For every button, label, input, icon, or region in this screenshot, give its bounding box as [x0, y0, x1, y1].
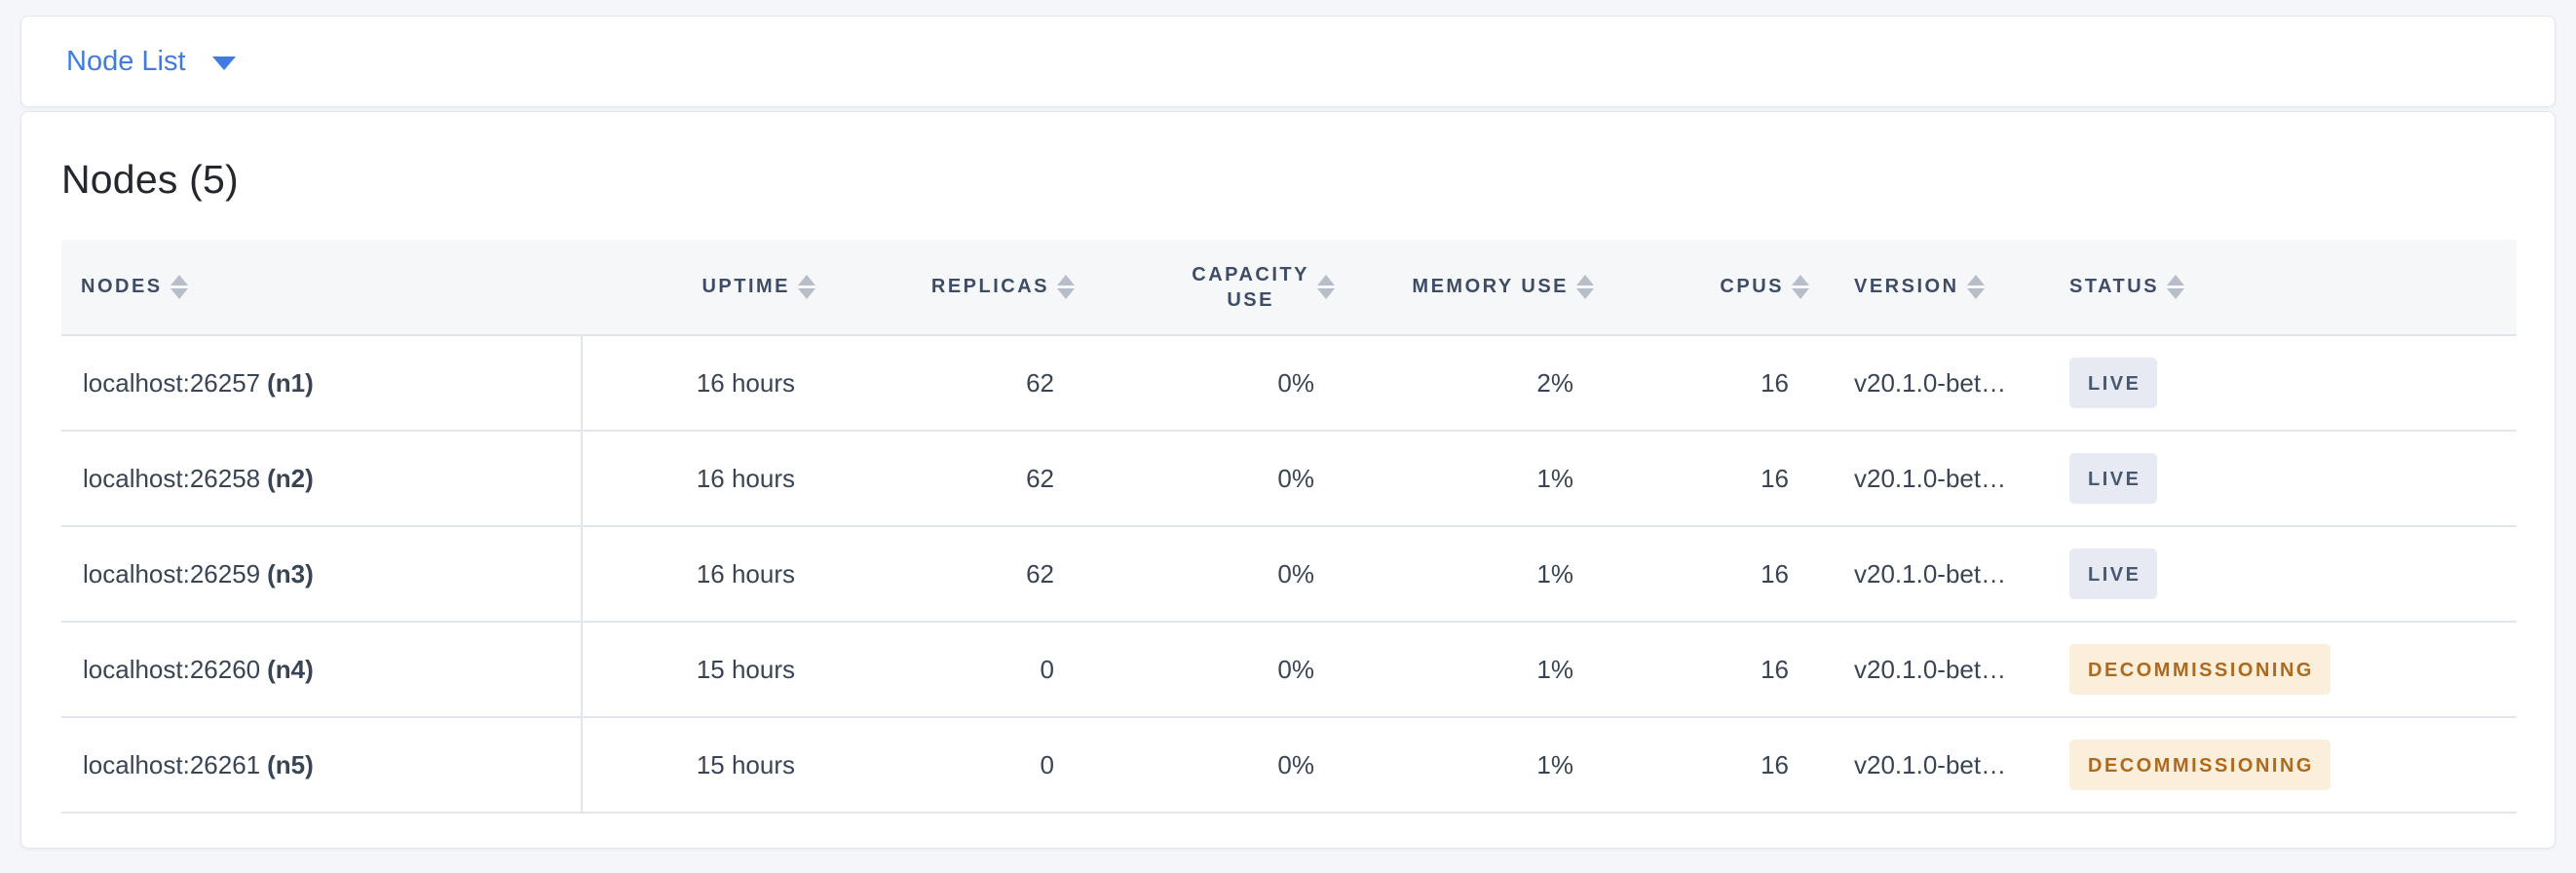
node-address-cell: localhost:26261 (n5) [61, 717, 583, 814]
cpus-cell: 16 [1594, 431, 1809, 527]
replicas-cell: 0 [815, 717, 1075, 814]
uptime-cell: 16 hours [582, 335, 815, 432]
version-cell: v20.1.0-bet… [1809, 526, 2048, 623]
capacity-use-cell: 0% [1075, 526, 1335, 623]
column-label: MEMORY USE [1412, 276, 1569, 297]
version-cell: v20.1.0-bet… [1809, 622, 2048, 718]
uptime-cell: 16 hours [582, 526, 815, 623]
column-label: VERSION [1854, 276, 1959, 297]
replicas-cell: 0 [815, 622, 1075, 718]
replicas-cell: 62 [815, 431, 1075, 527]
node-row[interactable]: localhost:26259 (n3) 16 hours 62 0% 1% 16… [61, 526, 2517, 623]
uptime-cell: 16 hours [582, 431, 815, 527]
column-label: STATUS [2069, 276, 2160, 297]
status-cell: LIVE [2048, 335, 2517, 432]
sort-icon [1057, 275, 1075, 299]
chevron-down-icon [211, 56, 236, 70]
memory-use-cell: 2% [1335, 335, 1594, 432]
capacity-use-cell: 0% [1075, 431, 1335, 527]
memory-use-cell: 1% [1335, 526, 1594, 623]
status-cell: LIVE [2048, 526, 2517, 623]
page: Node List Nodes (5) NODES [20, 16, 2556, 849]
capacity-use-cell: 0% [1075, 335, 1335, 432]
node-row[interactable]: localhost:26258 (n2) 16 hours 62 0% 1% 16… [61, 431, 2517, 527]
column-header-version[interactable]: VERSION [1809, 275, 2048, 299]
column-header-nodes[interactable]: NODES [61, 275, 582, 299]
column-label: UPTIME [701, 276, 790, 297]
sort-icon [1966, 275, 1985, 299]
column-label: NODES [81, 276, 163, 297]
node-address-cell: localhost:26259 (n3) [61, 526, 583, 623]
cpus-cell: 16 [1594, 717, 1809, 814]
uptime-cell: 15 hours [582, 717, 815, 814]
column-label: CPUS [1720, 276, 1784, 297]
view-selector-label: Node List [66, 45, 186, 77]
cpus-cell: 16 [1594, 335, 1809, 432]
memory-use-cell: 1% [1335, 717, 1594, 814]
node-address-cell: localhost:26260 (n4) [61, 622, 583, 718]
column-header-status[interactable]: STATUS [2048, 275, 2517, 299]
cpus-cell: 16 [1594, 622, 1809, 718]
sort-icon [1576, 275, 1594, 299]
status-badge: DECOMMISSIONING [2069, 740, 2330, 790]
column-header-capacity-use[interactable]: CAPACITY USE [1075, 262, 1335, 313]
nodes-card: Nodes (5) NODES UPTIME [20, 111, 2556, 849]
node-address-cell: localhost:26257 (n1) [61, 335, 583, 432]
nodes-heading: Nodes (5) [61, 157, 239, 202]
column-header-replicas[interactable]: REPLICAS [815, 275, 1075, 299]
status-badge: LIVE [2069, 549, 2158, 599]
memory-use-cell: 1% [1335, 622, 1594, 718]
status-cell: DECOMMISSIONING [2048, 622, 2517, 718]
node-table: NODES UPTIME REPLICAS [61, 240, 2517, 814]
column-header-memory-use[interactable]: MEMORY USE [1335, 275, 1594, 299]
memory-use-cell: 1% [1335, 431, 1594, 527]
version-cell: v20.1.0-bet… [1809, 431, 2048, 527]
replicas-cell: 62 [815, 526, 1075, 623]
sort-icon [170, 275, 188, 299]
status-cell: LIVE [2048, 431, 2517, 527]
status-badge: LIVE [2069, 453, 2158, 504]
column-label: CAPACITY USE [1192, 263, 1309, 311]
capacity-use-cell: 0% [1075, 717, 1335, 814]
capacity-use-cell: 0% [1075, 622, 1335, 718]
status-cell: DECOMMISSIONING [2048, 717, 2517, 814]
version-cell: v20.1.0-bet… [1809, 335, 2048, 432]
uptime-cell: 15 hours [582, 622, 815, 718]
status-badge: LIVE [2069, 358, 2158, 408]
view-selector-dropdown[interactable]: Node List [66, 46, 236, 78]
node-row[interactable]: localhost:26257 (n1) 16 hours 62 0% 2% 16… [61, 335, 2517, 432]
node-address-cell: localhost:26258 (n2) [61, 431, 583, 527]
cpus-cell: 16 [1594, 526, 1809, 623]
node-row[interactable]: localhost:26261 (n5) 15 hours 0 0% 1% 16 … [61, 717, 2517, 814]
sort-icon [2167, 275, 2185, 299]
sort-icon [1792, 275, 1809, 299]
column-label: REPLICAS [930, 276, 1049, 297]
node-row[interactable]: localhost:26260 (n4) 15 hours 0 0% 1% 16 … [61, 622, 2517, 718]
node-table-header: NODES UPTIME REPLICAS [61, 240, 2517, 336]
version-cell: v20.1.0-bet… [1809, 717, 2048, 814]
status-badge: DECOMMISSIONING [2069, 644, 2330, 695]
column-header-cpus[interactable]: CPUS [1594, 275, 1809, 299]
column-header-uptime[interactable]: UPTIME [582, 275, 815, 299]
replicas-cell: 62 [815, 335, 1075, 432]
sort-icon [798, 275, 815, 299]
sort-icon [1317, 275, 1335, 299]
view-selector-bar: Node List [20, 16, 2556, 107]
